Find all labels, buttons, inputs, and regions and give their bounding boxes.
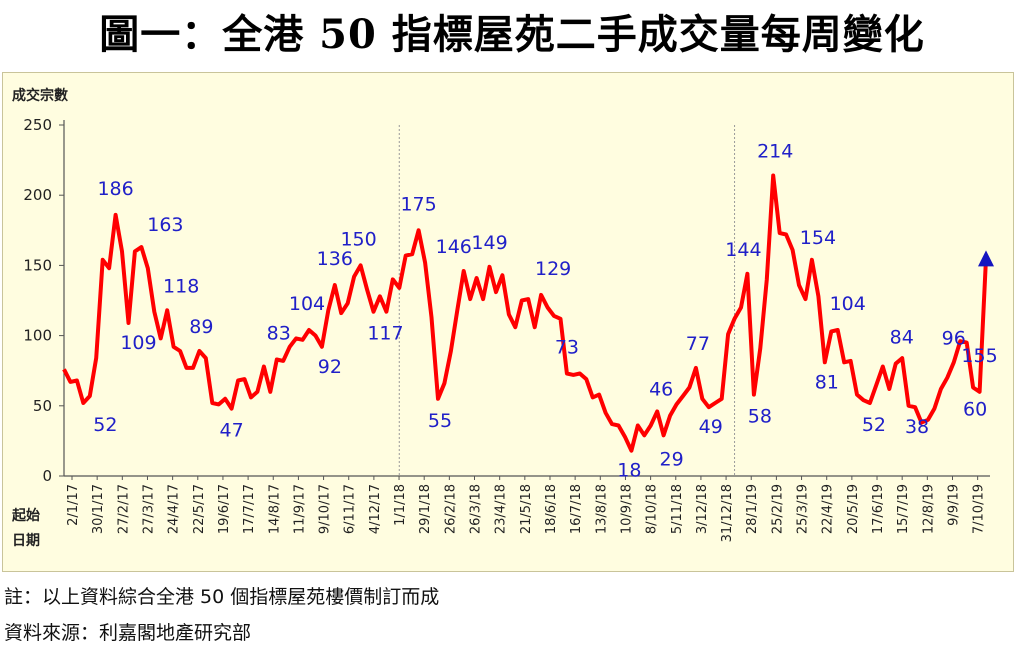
data-label: 47 xyxy=(220,420,244,442)
data-label: 186 xyxy=(97,178,133,200)
x-tick-label: 30/1/17 xyxy=(91,484,106,534)
data-label: 84 xyxy=(890,327,914,349)
source-note: 資料來源：利嘉閣地產研究部 xyxy=(4,622,252,644)
data-label: 96 xyxy=(942,327,966,349)
x-tick-label: 29/1/18 xyxy=(418,484,433,534)
data-label: 149 xyxy=(471,232,507,254)
x-tick-label: 25/2/19 xyxy=(770,484,785,534)
data-label: 214 xyxy=(757,141,793,163)
data-label: 81 xyxy=(815,371,839,393)
y-tick-label: 250 xyxy=(23,116,52,134)
x-tick-label: 17/7/17 xyxy=(242,484,257,534)
x-tick-label: 15/7/19 xyxy=(896,484,911,534)
data-label: 163 xyxy=(147,214,183,236)
data-label: 38 xyxy=(905,416,929,438)
data-label: 46 xyxy=(649,378,673,400)
data-label: 29 xyxy=(660,448,684,470)
x-tick-label: 5/11/18 xyxy=(670,484,685,534)
chart-title: 圖一：全港 50 指標屋苑二手成交量每周變化 xyxy=(99,11,925,58)
x-tick-label: 22/4/19 xyxy=(821,484,836,534)
data-label: 52 xyxy=(93,414,117,436)
y-tick-labels: 0 50 100 150 200 250 xyxy=(23,116,64,485)
x-tick-label: 27/2/17 xyxy=(116,484,131,534)
x-tick-labels: 2/1/17 30/1/17 27/2/17 27/3/17 24/4/17 22/5/1… xyxy=(66,476,987,542)
axes xyxy=(63,120,990,477)
data-label: 104 xyxy=(289,293,325,315)
data-label: 55 xyxy=(428,410,452,432)
x-tick-label: 19/6/17 xyxy=(217,484,232,534)
x-tick-label: 31/12/18 xyxy=(720,484,735,542)
data-label: 144 xyxy=(725,239,761,261)
x-tick-label: 20/5/19 xyxy=(846,484,861,534)
x-tick-label: 12/8/19 xyxy=(921,484,936,534)
data-label: 18 xyxy=(617,460,641,482)
y-tick-label: 200 xyxy=(23,186,52,204)
series-line xyxy=(62,173,988,453)
data-label: 49 xyxy=(699,416,723,438)
x-tick-label: 11/9/17 xyxy=(292,484,307,534)
x-tick-label: 9/10/17 xyxy=(318,484,333,534)
data-label: 154 xyxy=(800,227,836,249)
x-tick-label: 23/4/18 xyxy=(494,484,509,534)
x-tick-label: 22/5/17 xyxy=(192,484,207,534)
x-tick-label: 25/3/19 xyxy=(796,484,811,534)
data-label: 118 xyxy=(163,275,199,297)
x-tick-label: 1/1/18 xyxy=(393,484,408,526)
x-tick-label: 4/12/17 xyxy=(368,484,383,534)
x-tick-label: 28/1/19 xyxy=(745,484,760,534)
data-label: 52 xyxy=(862,414,886,436)
data-label: 58 xyxy=(748,406,772,428)
data-label: 77 xyxy=(686,333,710,355)
data-label: 73 xyxy=(555,337,579,359)
x-tick-label: 27/3/17 xyxy=(141,484,156,534)
x-tick-label: 16/7/18 xyxy=(569,484,584,534)
data-label: 60 xyxy=(963,399,987,421)
x-tick-label: 26/3/18 xyxy=(469,484,484,534)
data-label: 136 xyxy=(317,248,353,270)
x-tick-label: 9/9/19 xyxy=(946,484,961,526)
data-label: 175 xyxy=(400,193,436,215)
x-tick-label: 21/5/18 xyxy=(519,484,534,534)
last-point-marker xyxy=(978,250,994,267)
footnote: 註：以上資料綜合全港 50 個指標屋苑樓價制訂而成 xyxy=(4,586,440,608)
x-tick-label: 3/12/18 xyxy=(695,484,710,534)
x-tick-label: 26/2/18 xyxy=(443,484,458,534)
x-tick-label: 13/8/18 xyxy=(594,484,609,534)
data-label: 92 xyxy=(318,356,342,378)
data-label: 83 xyxy=(267,322,291,344)
data-label: 150 xyxy=(340,228,376,250)
data-label: 155 xyxy=(961,345,997,367)
x-tick-label: 17/6/19 xyxy=(871,484,886,534)
x-tick-label: 7/10/19 xyxy=(972,484,987,534)
x-tick-label: 6/11/17 xyxy=(343,484,358,534)
y-tick-label: 100 xyxy=(23,327,52,345)
x-tick-label: 10/9/18 xyxy=(619,484,634,534)
y-tick-label: 0 xyxy=(42,467,52,485)
start-label-1: 起始 xyxy=(12,508,40,524)
y-tick-label: 150 xyxy=(23,256,52,274)
data-label: 117 xyxy=(367,323,403,345)
x-tick-label: 8/10/18 xyxy=(645,484,660,534)
last-point-triangle xyxy=(978,250,994,267)
data-label: 129 xyxy=(535,258,571,280)
data-label: 89 xyxy=(189,316,213,338)
y-axis-title: 成交宗數 xyxy=(12,87,68,104)
data-label: 104 xyxy=(830,293,866,315)
data-label: 109 xyxy=(120,332,156,354)
x-tick-label: 14/8/17 xyxy=(267,484,282,534)
start-label-2: 日期 xyxy=(12,533,40,549)
data-label: 146 xyxy=(436,236,472,258)
y-tick-label: 50 xyxy=(33,397,52,415)
x-tick-label: 2/1/17 xyxy=(66,484,81,526)
x-tick-label: 24/4/17 xyxy=(167,484,182,534)
x-tick-label: 18/6/18 xyxy=(544,484,559,534)
year-separators xyxy=(398,125,736,476)
